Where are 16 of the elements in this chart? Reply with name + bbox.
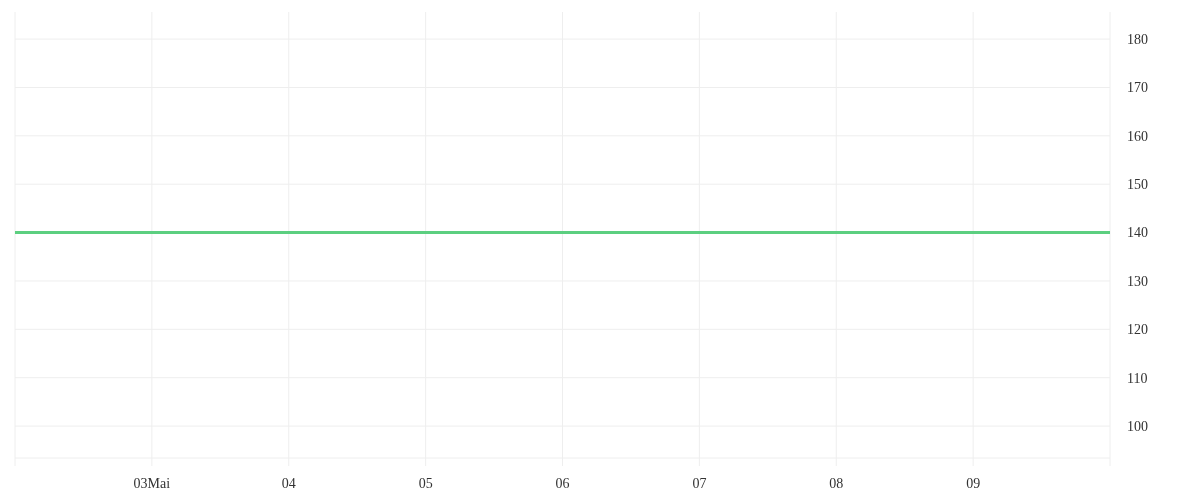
x-tick-label: 07 [692,476,707,491]
y-tick-label: 110 [1127,370,1148,386]
y-tick-label: 150 [1127,177,1148,193]
x-tick-label: 04 [281,476,296,491]
y-tick-label: 130 [1127,273,1148,289]
y-tick-label: 180 [1127,31,1148,47]
x-tick-label: 06 [555,476,570,491]
y-tick-label: 140 [1127,225,1148,241]
x-tick-label: 03Mai [133,476,171,491]
x-tick-label: 05 [418,476,433,491]
y-tick-label: 160 [1127,128,1148,144]
x-tick-label: 09 [966,476,981,491]
x-tick-label: 08 [829,476,844,491]
y-tick-label: 170 [1127,80,1148,96]
y-tick-label: 100 [1127,418,1148,434]
y-tick-label: 120 [1127,322,1148,338]
